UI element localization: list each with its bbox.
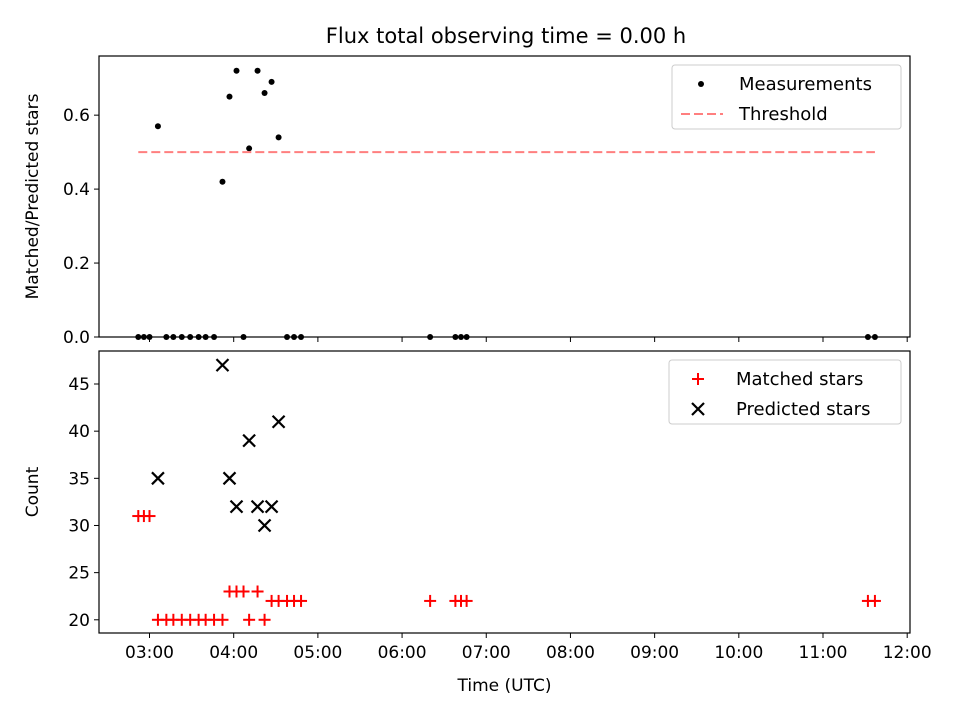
- matched-star-marker: [237, 585, 250, 598]
- legend-measurement-swatch: [698, 81, 704, 87]
- axes-frame: [98, 350, 911, 634]
- measurement-point: [226, 93, 233, 100]
- matched-star-marker: [460, 594, 473, 607]
- y-tick-label: 30: [68, 516, 90, 536]
- matched-star-marker: [251, 585, 264, 598]
- x-tick-label: 05:00: [293, 643, 342, 663]
- legend-label: Threshold: [738, 104, 828, 125]
- matched-star-marker: [868, 594, 881, 607]
- x-tick-label: 11:00: [799, 643, 848, 663]
- legend-predicted-swatch: [691, 402, 705, 416]
- predicted-star-marker: [264, 499, 279, 514]
- x-tick-label: 07:00: [462, 643, 511, 663]
- measurement-point: [246, 145, 253, 152]
- predicted-star-marker: [215, 358, 230, 372]
- y-tick-label: 0.4: [63, 180, 90, 200]
- matched-star-marker: [143, 510, 156, 523]
- legend-label: Measurements: [739, 74, 872, 95]
- predicted-star-marker: [271, 414, 286, 429]
- matched-star-marker: [295, 594, 308, 607]
- matched-star-marker: [216, 613, 229, 626]
- predicted-star-marker: [222, 471, 237, 486]
- legend: Measurements Threshold: [671, 64, 902, 130]
- y-tick-label: 0.2: [63, 254, 90, 274]
- legend-label: Predicted stars: [736, 399, 870, 420]
- y-axis-label: Count: [23, 466, 43, 517]
- bottom-panel: 03:00 04:00 05:00 06:00 07:00 08:00 09:00 10:00…: [23, 350, 932, 696]
- y-tick-label: 35: [68, 469, 90, 489]
- y-tick-label: 40: [68, 422, 90, 442]
- x-tick-label: 12:00: [883, 643, 932, 663]
- x-tick-label: 03:00: [125, 643, 174, 663]
- top-panel: 0.0 0.2 0.4 0.6 Matched/Predicted stars Measu…: [23, 55, 911, 348]
- x-tick-label: 10:00: [714, 643, 763, 663]
- y-tick-label: 0.6: [63, 106, 90, 126]
- y-tick-label: 0.0: [63, 328, 90, 348]
- matched-star-marker: [243, 613, 256, 626]
- predicted-star-marker: [242, 433, 256, 448]
- measurement-point: [154, 123, 161, 130]
- predicted-star-marker: [229, 499, 244, 514]
- measurement-point: [254, 67, 261, 74]
- x-axis-label: Time (UTC): [457, 676, 552, 696]
- predicted-star-marker: [257, 518, 272, 533]
- legend-box: [671, 64, 902, 130]
- x-tick-label: 09:00: [630, 643, 679, 663]
- y-axis-label: Matched/Predicted stars: [23, 93, 43, 299]
- measurement-point: [261, 89, 268, 96]
- y-tick-label: 45: [68, 375, 90, 395]
- legend-matched-swatch: [692, 373, 704, 385]
- x-tick-label: 04:00: [209, 643, 258, 663]
- legend-label: Matched stars: [736, 369, 863, 390]
- measurement-point: [268, 78, 275, 85]
- legend-box: [668, 359, 902, 425]
- x-tick-label: 06:00: [378, 643, 427, 663]
- predicted-star-marker: [250, 499, 265, 514]
- matched-star-marker: [258, 613, 271, 626]
- measurement-point: [275, 134, 282, 141]
- predicted-star-marker: [151, 471, 165, 486]
- y-tick-label: 20: [68, 611, 90, 631]
- chart-title: Flux total observing time = 0.00 h: [326, 24, 686, 48]
- measurement-point: [219, 178, 226, 185]
- axes-frame: [98, 55, 911, 338]
- x-tick-label: 08:00: [546, 643, 595, 663]
- matched-star-marker: [424, 594, 437, 607]
- y-tick-label: 25: [68, 564, 90, 584]
- legend: Matched stars Predicted stars: [668, 359, 902, 425]
- measurement-point: [233, 67, 240, 74]
